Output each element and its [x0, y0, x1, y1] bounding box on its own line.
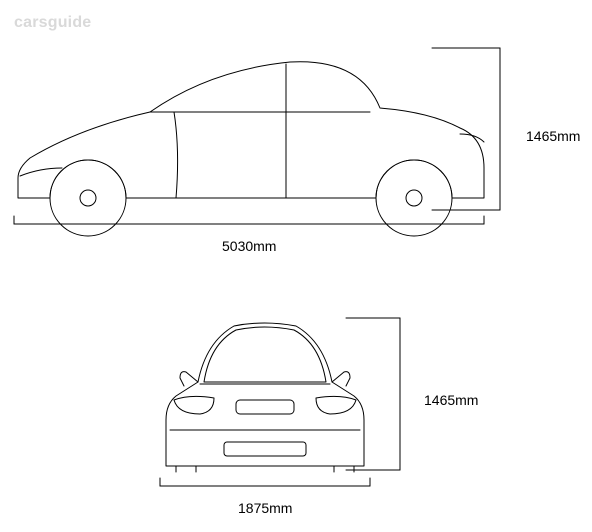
- dimension-diagram: carsguide: [0, 0, 592, 532]
- side-height-label: 1465mm: [526, 128, 580, 144]
- side-length-label: 5030mm: [222, 238, 276, 254]
- front-view-drawing: [0, 0, 592, 532]
- front-height-label: 1465mm: [424, 392, 478, 408]
- front-width-label: 1875mm: [238, 500, 292, 516]
